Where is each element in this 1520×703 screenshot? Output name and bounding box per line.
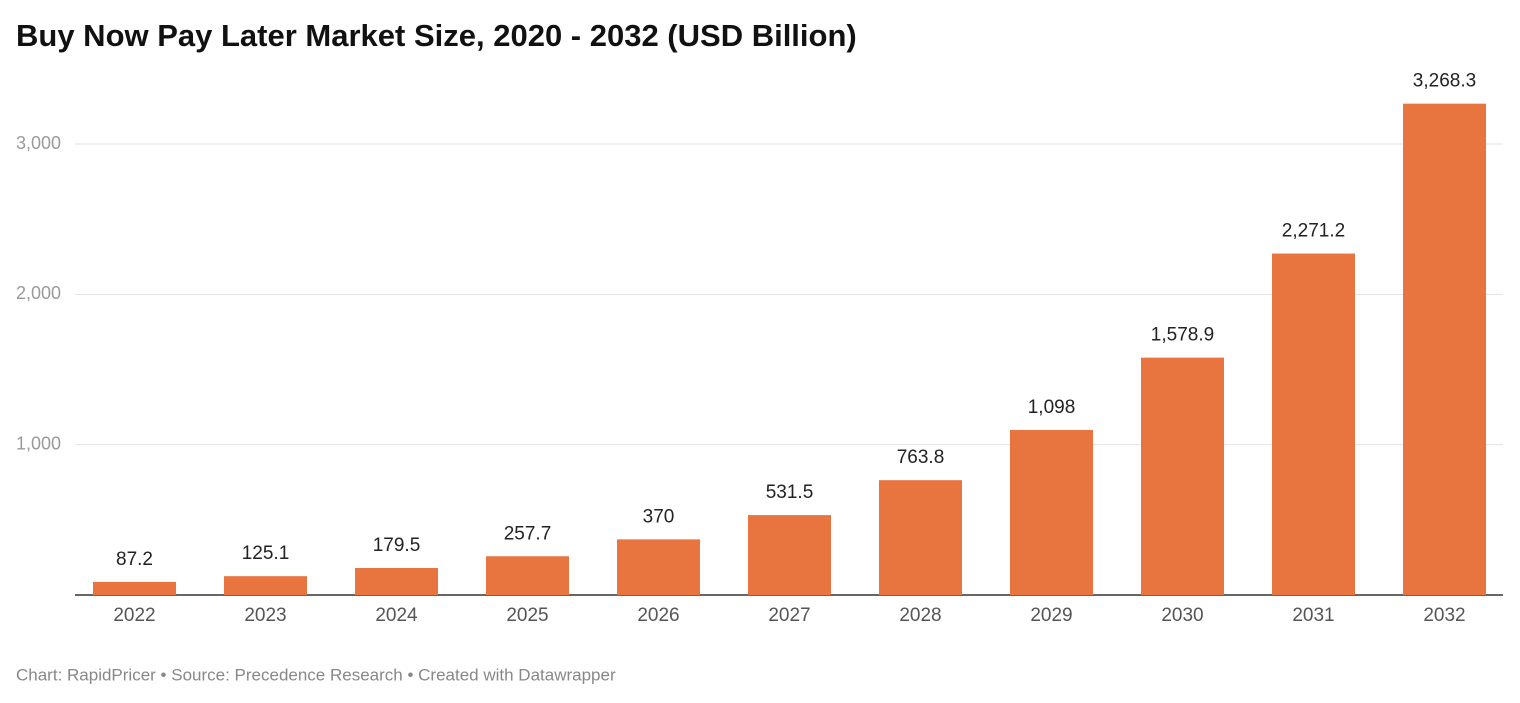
x-tick-label: 2024 (375, 605, 418, 626)
bar (1010, 429, 1093, 595)
bar (1272, 253, 1355, 595)
value-label: 125.1 (242, 543, 290, 564)
y-tick-label: 1,000 (16, 433, 61, 453)
value-label: 1,098 (1028, 397, 1076, 418)
value-label: 257.7 (504, 523, 552, 544)
y-tick-label: 2,000 (16, 283, 61, 303)
bar (1141, 357, 1224, 595)
value-label: 370 (643, 506, 675, 527)
x-tick-label: 2026 (637, 605, 679, 626)
chart-title: Buy Now Pay Later Market Size, 2020 - 20… (16, 18, 857, 53)
value-label: 87.2 (116, 549, 153, 570)
x-tick-label: 2028 (899, 605, 941, 626)
bar (879, 480, 962, 595)
x-tick-label: 2030 (1161, 605, 1203, 626)
bar (355, 568, 438, 595)
y-tick-label: 3,000 (16, 133, 61, 153)
x-tick-label: 2031 (1292, 605, 1334, 626)
value-label: 3,268.3 (1413, 71, 1476, 92)
chart-source: Chart: RapidPricer • Source: Precedence … (16, 665, 616, 684)
value-label: 179.5 (373, 535, 421, 556)
value-label: 2,271.2 (1282, 221, 1345, 242)
bar (1403, 103, 1486, 596)
x-tick-label: 2022 (113, 605, 155, 626)
x-tick-label: 2027 (768, 605, 810, 626)
bar (486, 556, 569, 595)
value-label: 763.8 (897, 447, 945, 468)
bar (224, 576, 307, 595)
x-tick-label: 2032 (1423, 605, 1465, 626)
x-tick-label: 2025 (506, 605, 548, 626)
x-tick-label: 2023 (244, 605, 286, 626)
bar (617, 539, 700, 595)
bar (93, 581, 176, 595)
x-tick-label: 2029 (1030, 605, 1072, 626)
value-label: 531.5 (766, 482, 814, 503)
value-label: 1,578.9 (1151, 325, 1214, 346)
bar (748, 515, 831, 595)
